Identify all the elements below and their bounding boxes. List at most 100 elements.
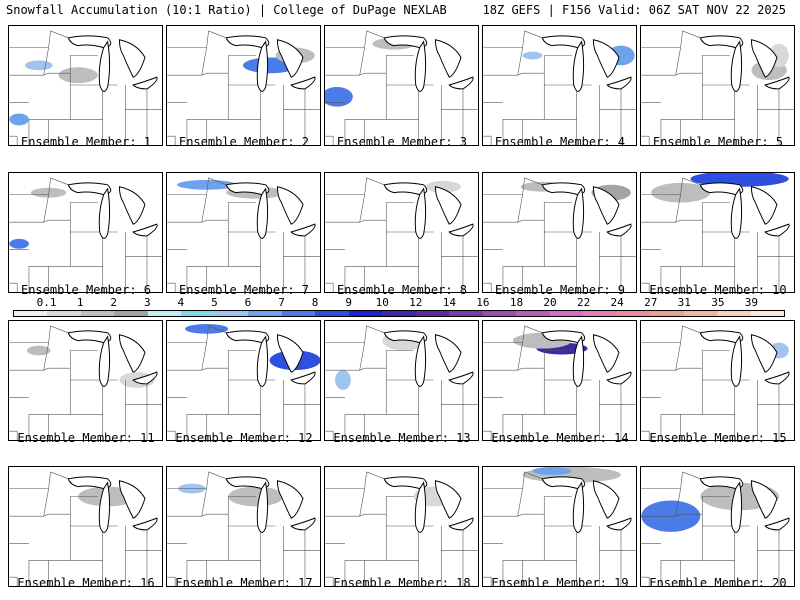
ensemble-map xyxy=(641,325,794,440)
color-scale-swatch xyxy=(147,311,182,316)
ensemble-map-panel xyxy=(482,172,637,293)
color-scale-swatch xyxy=(583,311,617,316)
color-scale-tick-label: 8 xyxy=(311,296,319,309)
color-scale-tick-label: 31 xyxy=(677,296,691,309)
ensemble-map-panel xyxy=(324,25,479,146)
ensemble-map-panel xyxy=(482,466,637,587)
ensemble-member-label: Ensemble Member: 13 xyxy=(333,431,471,445)
color-scale-tick-label: 20 xyxy=(543,296,557,309)
ensemble-map-panel xyxy=(482,25,637,146)
ensemble-map xyxy=(325,471,478,586)
ensemble-map xyxy=(483,177,636,292)
ensemble-map-panel xyxy=(166,320,321,441)
ensemble-map xyxy=(9,30,162,145)
ensemble-map xyxy=(167,323,320,440)
color-scale-swatch xyxy=(14,311,48,316)
ensemble-map-panel xyxy=(640,25,795,146)
color-scale-swatch xyxy=(650,311,684,316)
ensemble-map-panel xyxy=(166,25,321,146)
ensemble-member-label: Ensemble Member: 7 xyxy=(178,283,310,297)
ensemble-member-label: Ensemble Member: 19 xyxy=(491,576,629,590)
color-scale-tick-label: 6 xyxy=(244,296,252,309)
ensemble-member-label: Ensemble Member: 3 xyxy=(336,135,468,149)
map-title: Snowfall Accumulation (10:1 Ratio) | Col… xyxy=(6,3,447,17)
snowfall-color-scale xyxy=(13,310,785,317)
color-scale-tick-label: 27 xyxy=(644,296,658,309)
color-scale-tick-label: 2 xyxy=(110,296,117,309)
ensemble-map-panel xyxy=(324,172,479,293)
ensemble-map xyxy=(9,177,162,292)
snowfall-area xyxy=(425,180,461,193)
color-scale-swatch xyxy=(482,311,517,316)
color-scale-tick-label: 24 xyxy=(610,296,624,309)
ensemble-map-panel xyxy=(640,172,795,293)
snowfall-area xyxy=(9,113,29,126)
ensemble-map xyxy=(9,325,162,440)
ensemble-map xyxy=(325,325,478,440)
ensemble-map xyxy=(167,471,320,586)
color-scale-tick-label: 10 xyxy=(375,296,389,309)
color-scale-tick-label: 3 xyxy=(143,296,151,309)
ensemble-map-panel xyxy=(8,25,163,146)
ensemble-map xyxy=(641,471,794,586)
color-scale-swatch xyxy=(47,311,81,316)
ensemble-member-label: Ensemble Member: 16 xyxy=(17,576,155,590)
color-scale-tick-label: 7 xyxy=(278,296,285,309)
color-scale-tick-label: 9 xyxy=(345,296,352,309)
color-scale-swatch xyxy=(348,311,383,316)
color-scale-tick-label: 1 xyxy=(76,296,84,309)
ensemble-map-panel xyxy=(640,466,795,587)
color-scale-swatch xyxy=(683,311,718,316)
ensemble-map-panel xyxy=(166,466,321,587)
color-scale-tick-label: 4 xyxy=(177,296,185,309)
color-scale-tick-label: 35 xyxy=(711,296,725,309)
color-scale-swatch xyxy=(315,311,349,316)
ensemble-map xyxy=(483,325,636,440)
snowfall-area xyxy=(26,345,51,356)
ensemble-map xyxy=(9,471,162,586)
color-scale-tick-label: 39 xyxy=(744,296,759,309)
ensemble-map-panel xyxy=(166,172,321,293)
ensemble-member-label: Ensemble Member: 17 xyxy=(175,576,313,590)
ensemble-member-label: Ensemble Member: 2 xyxy=(178,135,310,149)
ensemble-map-panel xyxy=(482,320,637,441)
ensemble-map xyxy=(167,30,320,145)
ensemble-map xyxy=(325,177,478,292)
ensemble-member-label: Ensemble Member: 6 xyxy=(20,283,152,297)
ensemble-member-label: Ensemble Member: 12 xyxy=(175,431,313,445)
ensemble-map xyxy=(641,173,794,292)
color-scale-tick-label: 12 xyxy=(409,296,423,309)
ensemble-map-panel xyxy=(640,320,795,441)
color-scale-tick-label: 22 xyxy=(576,296,591,309)
color-scale-swatch xyxy=(114,311,148,316)
color-scale-tick-label: 18 xyxy=(509,296,524,309)
ensemble-member-label: Ensemble Member: 14 xyxy=(491,431,629,445)
ensemble-member-label: Ensemble Member: 5 xyxy=(652,135,784,149)
color-scale-swatch xyxy=(516,311,550,316)
ensemble-member-label: Ensemble Member: 8 xyxy=(336,283,468,297)
ensemble-member-label: Ensemble Member: 10 xyxy=(649,283,787,297)
ensemble-map xyxy=(483,467,636,586)
color-scale-tick-label: 0.1 xyxy=(36,296,57,309)
color-scale-swatch xyxy=(80,311,115,316)
snowfall-area xyxy=(25,60,53,71)
ensemble-member-label: Ensemble Member: 9 xyxy=(494,283,626,297)
ensemble-member-label: Ensemble Member: 4 xyxy=(494,135,626,149)
snowfall-area xyxy=(184,323,229,334)
color-scale-swatch xyxy=(181,311,215,316)
ensemble-map xyxy=(325,30,478,145)
color-scale-swatch xyxy=(248,311,282,316)
model-run-label: 18Z GEFS | F156 Valid: 06Z SAT NOV 22 20… xyxy=(482,3,786,17)
ensemble-member-label: Ensemble Member: 15 xyxy=(649,431,787,445)
color-scale-tick-label: 5 xyxy=(211,296,218,309)
color-scale-swatch xyxy=(717,311,751,316)
color-scale-swatch xyxy=(214,311,249,316)
snowfall-area xyxy=(522,51,543,60)
color-scale-swatch xyxy=(750,311,785,316)
snowfall-area xyxy=(177,179,237,190)
snowfall-area xyxy=(325,86,353,107)
snowfall-area xyxy=(9,238,29,249)
color-scale-tick-label: 16 xyxy=(476,296,490,309)
ensemble-member-label: Ensemble Member: 1 xyxy=(20,135,152,149)
color-scale-swatch xyxy=(281,311,316,316)
